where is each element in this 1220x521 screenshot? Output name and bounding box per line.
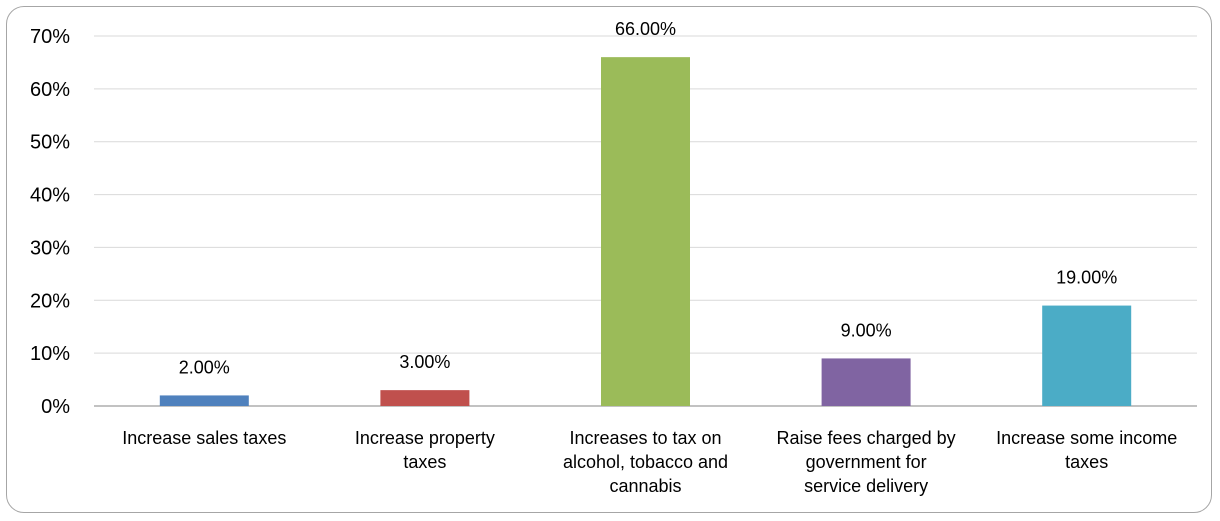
category-label: Increase some income taxes — [996, 428, 1177, 472]
y-tick-label: 30% — [30, 237, 70, 259]
y-tick-label: 10% — [30, 343, 70, 365]
bar — [601, 57, 690, 407]
bar — [380, 390, 470, 406]
category-label: Increases to tax on alcohol, tobacco and c… — [563, 428, 728, 496]
data-label: 3.00% — [399, 352, 450, 372]
data-label: 19.00% — [1056, 268, 1117, 288]
bar — [821, 358, 911, 406]
y-tick-label: 40% — [30, 185, 70, 207]
data-labels: 2.00% 3.00% 66.00% 9.00% 19.00% — [179, 19, 1117, 377]
bars — [159, 57, 1132, 407]
data-label: 2.00% — [179, 357, 230, 377]
bar — [159, 395, 249, 406]
y-tick-label: 0% — [41, 396, 70, 418]
data-label: 66.00% — [615, 19, 676, 39]
category-label: Raise fees charged by government for servi… — [777, 428, 956, 496]
y-axis: 0% 10% 20% 30% 40% 50% 60% 70% — [30, 26, 70, 418]
category-label: Increase property taxes — [355, 428, 495, 472]
y-tick-label: 70% — [30, 26, 70, 48]
category-labels: Increase sales taxes Increase property tax… — [122, 428, 1177, 496]
category-label: Increase sales taxes — [122, 428, 286, 448]
bar — [1042, 305, 1132, 406]
y-tick-label: 50% — [30, 132, 70, 154]
y-tick-label: 60% — [30, 79, 70, 101]
y-tick-label: 20% — [30, 290, 70, 312]
data-label: 9.00% — [841, 320, 892, 340]
